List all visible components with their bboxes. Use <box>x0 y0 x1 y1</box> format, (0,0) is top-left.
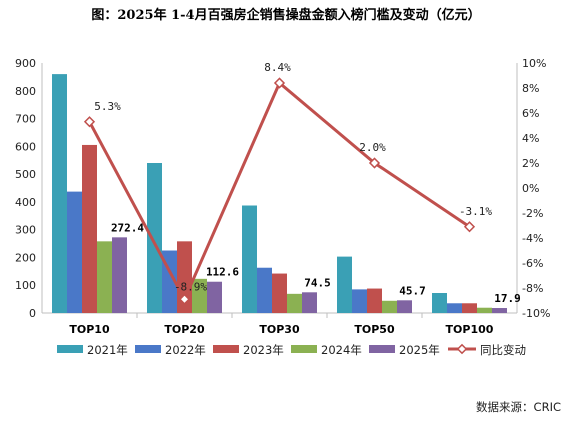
y-tick-label: 100 <box>15 279 36 292</box>
bar <box>207 281 222 313</box>
line-point <box>83 116 96 128</box>
y-tick-label: 300 <box>15 224 36 237</box>
y2-tick-label: -6% <box>522 257 543 270</box>
legend-swatch <box>369 345 395 353</box>
y-tick-label: 600 <box>15 140 36 153</box>
bar <box>432 293 447 313</box>
legend-swatch <box>213 345 239 353</box>
bar <box>382 300 397 313</box>
y2-tick-label: -4% <box>522 232 543 245</box>
y2-tick-label: 6% <box>522 107 539 120</box>
bar <box>272 273 287 313</box>
legend-swatch <box>135 345 161 353</box>
bar <box>147 163 162 313</box>
legend-label: 2025年 <box>399 343 440 357</box>
bar <box>112 237 127 313</box>
y2-tick-label: -10% <box>522 307 550 320</box>
bar <box>257 267 272 313</box>
chart-title: 图：2025年 1-4月百强房企销售操盘金额入榜门槛及变动（亿元） <box>91 7 480 23</box>
x-tick-label: TOP30 <box>259 323 300 336</box>
y2-tick-label: 0% <box>522 182 539 195</box>
x-tick-label: TOP10 <box>69 323 110 336</box>
bar <box>192 278 207 313</box>
y2-tick-label: 2% <box>522 157 539 170</box>
y2-tick-label: -2% <box>522 207 543 220</box>
bar-data-label: 45.7 <box>399 284 426 297</box>
y-tick-label: 0 <box>29 307 36 320</box>
bar-data-label: 112.6 <box>206 266 239 279</box>
line-point <box>368 157 381 169</box>
y-tick-label: 500 <box>15 168 36 181</box>
bar <box>337 256 352 313</box>
legend-label: 同比变动 <box>480 343 526 357</box>
plot-area: 0 100 200 300 400 500 600 700 800 900 -10% -8% -6% -4… <box>15 57 550 357</box>
source-note: 数据来源：CRIC <box>476 400 561 414</box>
bar <box>97 241 112 313</box>
bar <box>302 292 317 313</box>
line-point <box>178 293 191 305</box>
y-tick-label: 800 <box>15 85 36 98</box>
legend-line-marker <box>456 343 468 355</box>
bar <box>492 308 507 313</box>
y-tick-label: 200 <box>15 251 36 264</box>
line-point <box>463 221 476 233</box>
x-tick-label: TOP50 <box>354 323 395 336</box>
legend-label: 2022年 <box>165 343 206 357</box>
line-data-label: -8.9% <box>174 280 207 293</box>
bar <box>477 307 492 313</box>
bar-data-label: 17.9 <box>494 292 521 305</box>
line-data-label: 2.0% <box>359 141 386 154</box>
y2-tick-label: -8% <box>522 282 543 295</box>
line-series <box>88 80 471 303</box>
y2-tick-label: 8% <box>522 82 539 95</box>
y2-tick-label: 10% <box>522 57 546 70</box>
bar <box>242 205 257 313</box>
line-point <box>273 77 286 89</box>
bar <box>462 303 477 313</box>
y2-tick-label: 4% <box>522 132 539 145</box>
bar-data-label: 272.4 <box>111 221 144 234</box>
y-tick-label: 700 <box>15 113 36 126</box>
bar <box>52 74 67 313</box>
bar-data-label: 74.5 <box>304 276 331 289</box>
bar <box>287 293 302 313</box>
legend-swatch <box>291 345 317 353</box>
line-data-label: 8.4% <box>264 61 291 74</box>
bar <box>67 191 82 313</box>
bar <box>352 289 367 313</box>
legend-label: 2021年 <box>87 343 128 357</box>
x-tick-label: TOP100 <box>446 323 494 336</box>
line-data-label: -3.1% <box>459 205 492 218</box>
line-data-label: 5.3% <box>94 100 121 113</box>
bar <box>367 288 382 313</box>
y-tick-label: 400 <box>15 196 36 209</box>
y-tick-label: 900 <box>15 57 36 70</box>
x-tick-label: TOP20 <box>164 323 205 336</box>
bar <box>447 303 462 313</box>
legend-label: 2024年 <box>321 343 362 357</box>
bar <box>82 144 97 313</box>
legend-label: 2023年 <box>243 343 284 357</box>
legend-swatch <box>57 345 83 353</box>
bar <box>397 300 412 313</box>
